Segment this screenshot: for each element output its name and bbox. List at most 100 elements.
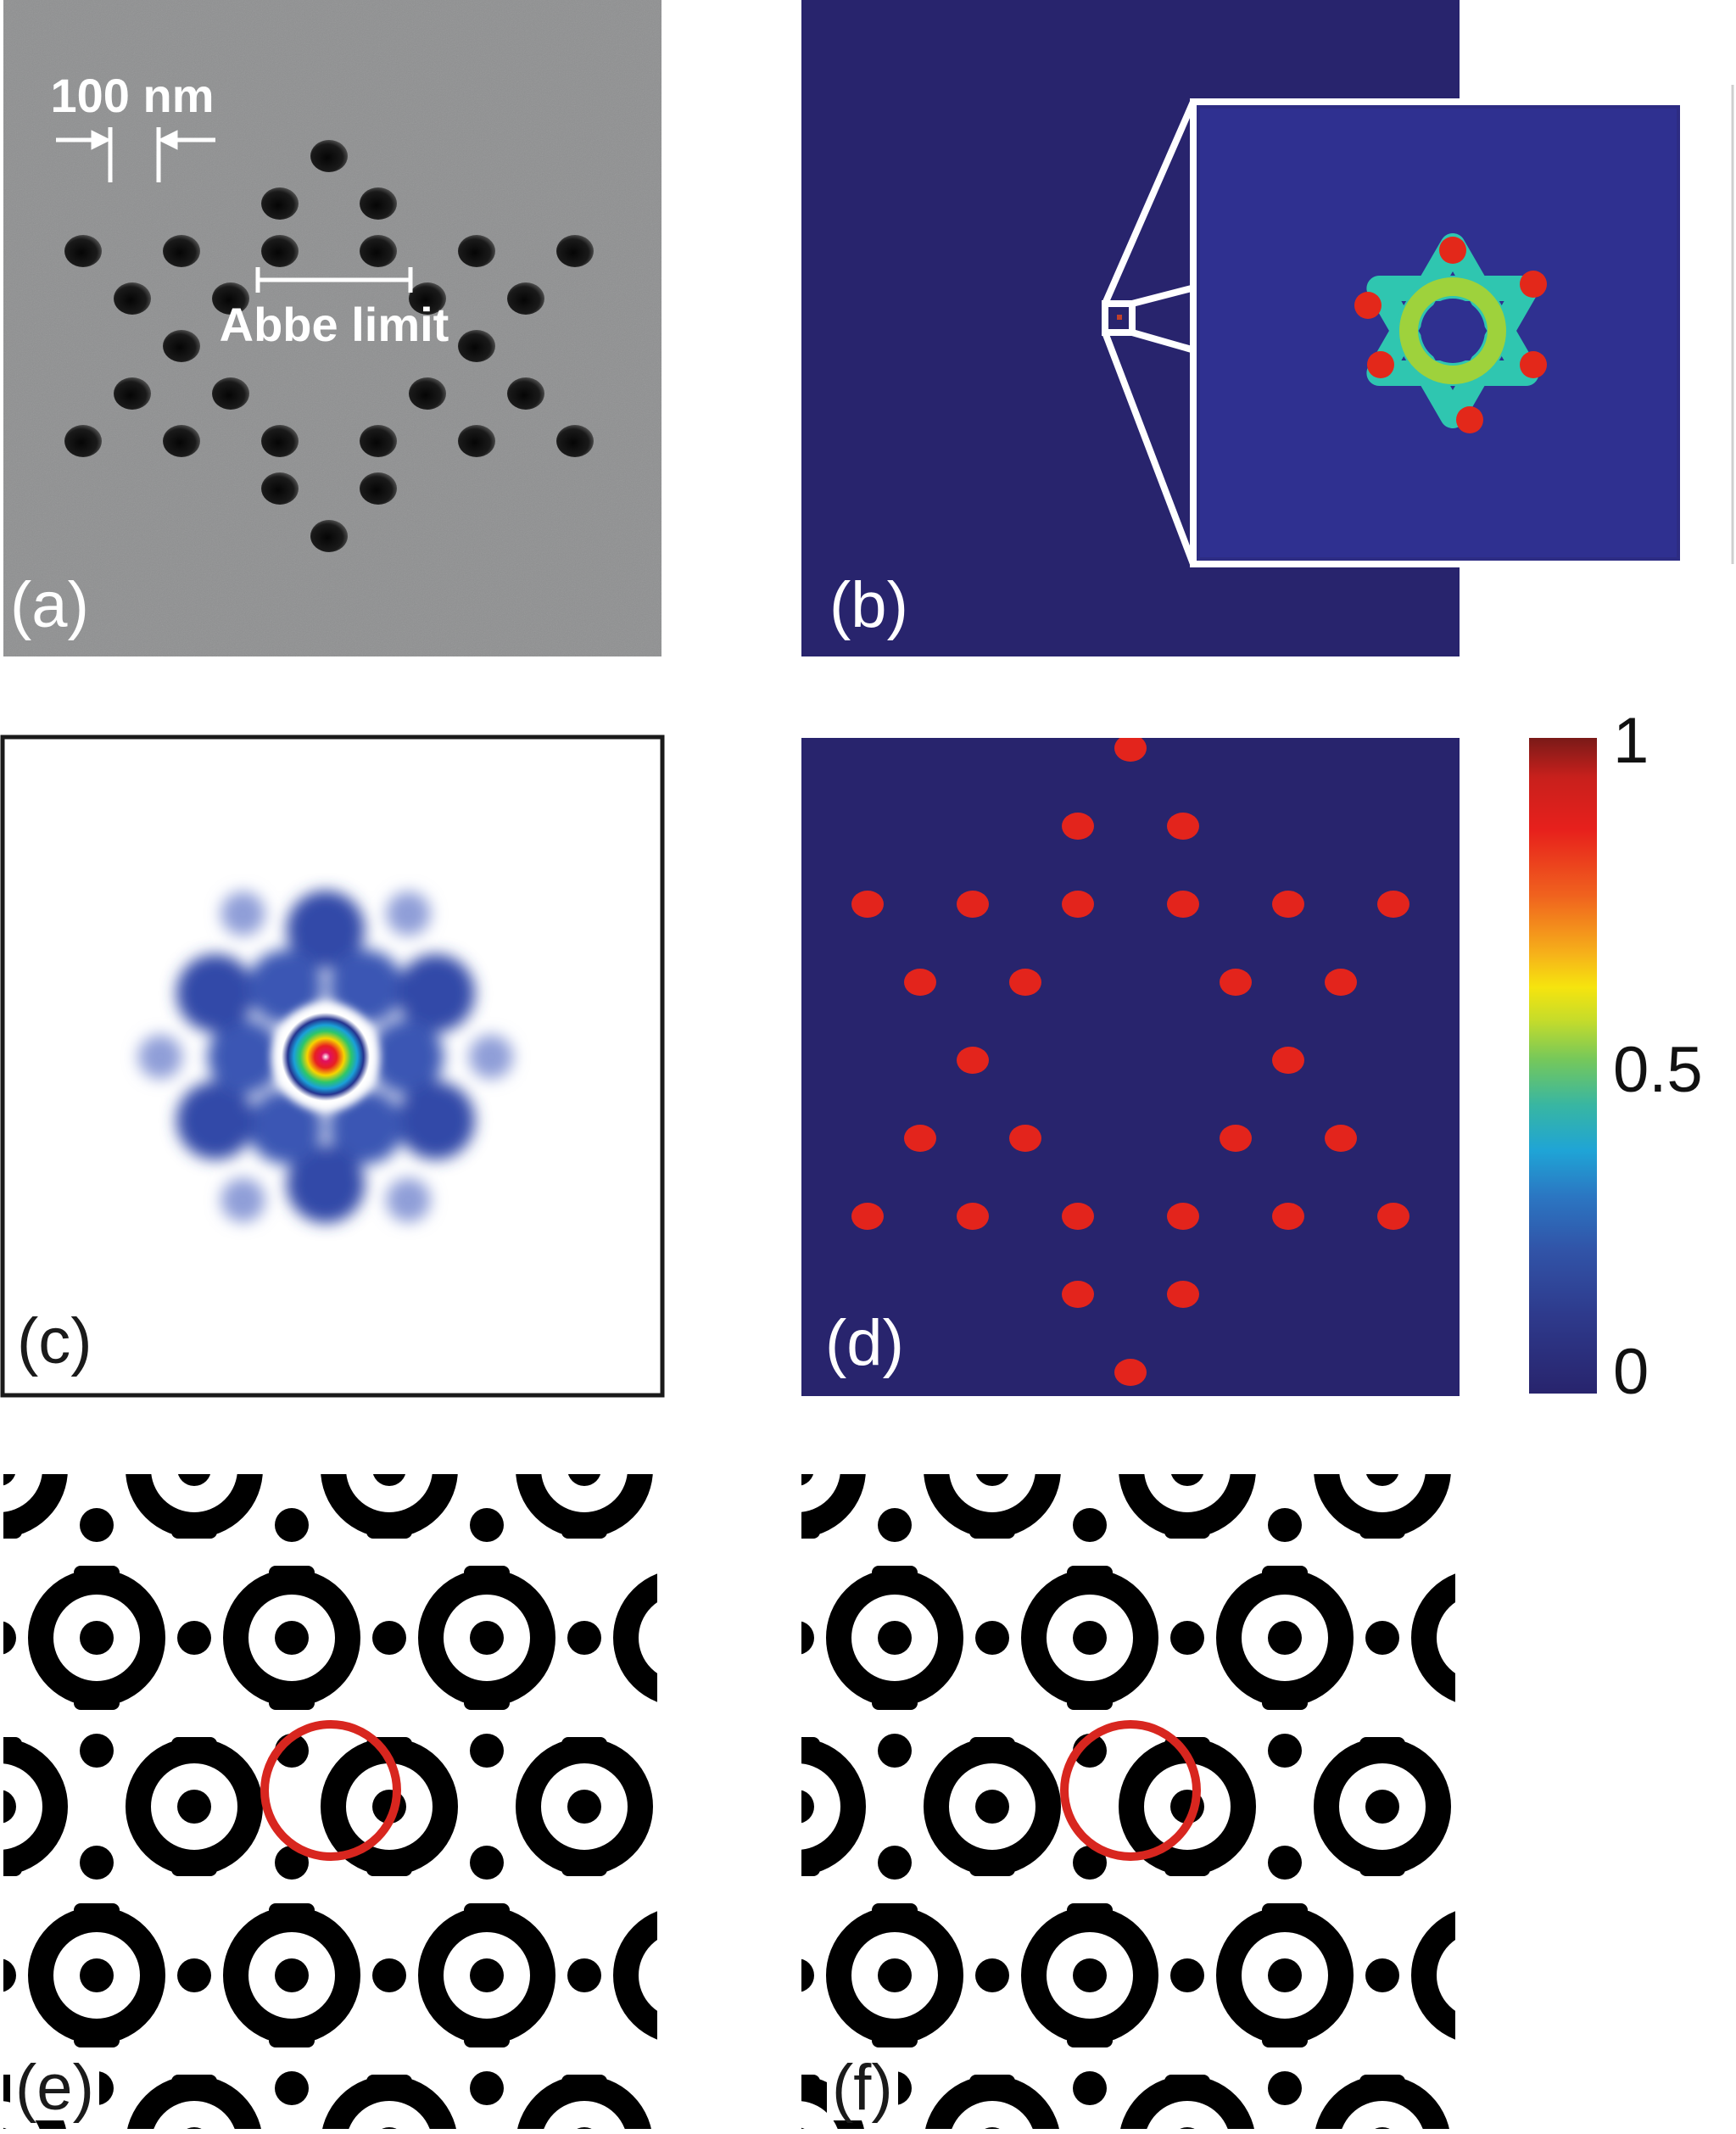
binary-mask-f: [801, 1474, 1455, 2129]
hole-dot: [1009, 1125, 1041, 1152]
star-body: [328, 1089, 404, 1165]
panel-label-c: (c): [17, 1305, 92, 1377]
sem-hole: [212, 282, 249, 315]
sem-hole: [458, 330, 495, 362]
panel-label-f: (f): [827, 2056, 898, 2120]
panel-c-focal-spot: (c): [0, 735, 665, 1398]
hole-dot: [1062, 813, 1094, 840]
colorbar: [1529, 738, 1597, 1394]
side-lobe: [386, 1177, 431, 1222]
hole-dot: [957, 1047, 989, 1074]
sem-hole: [163, 330, 200, 362]
focal-spot-map: [0, 735, 665, 1398]
sem-hole: [458, 235, 495, 267]
side-lobe: [138, 1035, 182, 1079]
hole-dot: [1167, 891, 1199, 918]
inset-zoom: [1190, 98, 1687, 567]
side-lobe: [220, 891, 265, 936]
hole-dot: [851, 1203, 884, 1230]
panel-b-field-map: (b): [801, 0, 1736, 656]
star-body: [369, 1020, 444, 1094]
hole-dot: [1325, 969, 1357, 996]
map-background: [801, 738, 1460, 1396]
panel-d-hole-map: (d): [801, 738, 1460, 1396]
hole-dot: [851, 891, 884, 918]
abbe-limit-label: Abbe limit: [220, 298, 449, 351]
hole-dot: [1062, 1281, 1094, 1308]
sem-hole: [360, 472, 397, 505]
sem-hole: [163, 425, 200, 457]
panel-e-binary-mask: (e): [3, 1474, 661, 2134]
hole-dot: [1377, 1203, 1409, 1230]
hole-dot: [1377, 891, 1409, 918]
hole-dot: [957, 1203, 989, 1230]
sem-hole: [64, 425, 102, 457]
sem-hole: [360, 425, 397, 457]
hole-dot: [1009, 969, 1041, 996]
hole-dot: [1325, 1125, 1357, 1152]
star-body: [328, 949, 404, 1025]
hole-dot: [1062, 1203, 1094, 1230]
hole-dot: [1167, 813, 1199, 840]
panel-a-sem-image: 100 nm Abbe limit (a): [3, 0, 661, 656]
inset-hot-spot: [1456, 406, 1483, 433]
highlight-ring: [260, 1720, 401, 1861]
mask-tiling: [801, 1474, 1455, 2129]
star-lobe: [396, 1081, 475, 1159]
colorbar-tick-0-5: 0.5: [1613, 1034, 1703, 1106]
star-lobe: [176, 1081, 255, 1159]
sem-hole: [409, 377, 446, 410]
inset-hot-spot: [1520, 271, 1547, 298]
sem-hole: [163, 235, 200, 267]
inset-center: [1421, 299, 1485, 363]
highlight-ring: [1060, 1720, 1201, 1861]
star-body: [208, 1020, 282, 1094]
sem-hole: [64, 235, 102, 267]
mask-tiling: [3, 1474, 657, 2129]
scale-marker: [56, 127, 215, 182]
hole-dot: [904, 969, 936, 996]
hole-map: [801, 738, 1460, 1396]
panel-label-a: (a): [10, 569, 89, 641]
sem-hole-array: 100 nm Abbe limit: [3, 0, 661, 656]
hole-dot: [1272, 891, 1304, 918]
sem-hole: [507, 377, 544, 410]
hole-dot: [1220, 969, 1252, 996]
panel-f-binary-mask: (f): [801, 1474, 1460, 2134]
field-map-with-inset: [801, 0, 1734, 656]
inset-hot-spot: [1439, 237, 1466, 264]
sem-hole: [310, 140, 348, 172]
sem-hole: [114, 377, 151, 410]
mini-star: [1117, 315, 1122, 320]
sem-hole: [114, 282, 151, 315]
star-lobe: [176, 954, 255, 1032]
star-body: [248, 1089, 323, 1165]
zoom-connector: [1102, 100, 1197, 566]
sem-hole: [556, 425, 594, 457]
star-lobe: [287, 1145, 365, 1223]
hole-dot: [1167, 1203, 1199, 1230]
panel-label-b: (b): [829, 569, 908, 641]
sem-hole: [261, 425, 299, 457]
hole-dot: [1167, 1281, 1199, 1308]
sem-hole: [409, 282, 446, 315]
colorbar-tick-1: 1: [1613, 705, 1649, 777]
panel-label-d: (d): [825, 1307, 904, 1379]
sem-hole: [212, 377, 249, 410]
hole-dot: [1114, 1359, 1147, 1386]
scale-label: 100 nm: [51, 69, 215, 122]
hole-dot: [904, 1125, 936, 1152]
sem-hole: [261, 187, 299, 220]
hole-dot: [1272, 1203, 1304, 1230]
inset-hot-spot: [1354, 292, 1382, 319]
colorbar-tick-0: 0: [1613, 1336, 1649, 1408]
side-lobe: [469, 1035, 513, 1079]
sem-hole: [261, 472, 299, 505]
inset-hot-spot: [1520, 351, 1547, 378]
inset-hot-spot: [1367, 351, 1394, 378]
hole-dot: [957, 891, 989, 918]
sem-hole: [310, 520, 348, 552]
sem-hole: [360, 187, 397, 220]
sem-hole: [556, 235, 594, 267]
hole-dot: [1272, 1047, 1304, 1074]
